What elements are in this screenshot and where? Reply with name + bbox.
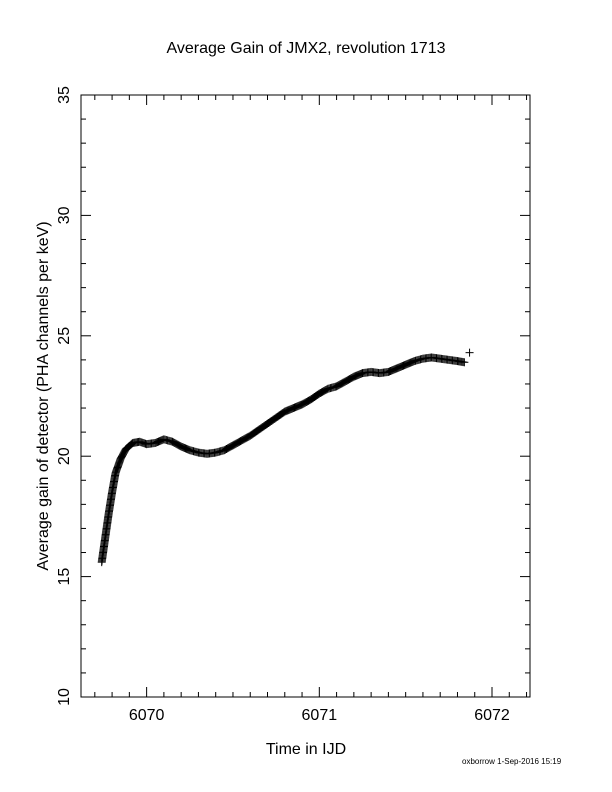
data-point: [298, 400, 307, 409]
y-tick-label: 15: [56, 568, 73, 586]
data-point: [460, 358, 469, 367]
data-point: [300, 399, 309, 408]
data-point: [236, 437, 245, 446]
data-point: [344, 375, 353, 384]
x-tick-label: 6070: [129, 707, 165, 724]
plot-frame: [80, 94, 531, 698]
data-point: [224, 443, 233, 452]
data-point: [336, 379, 345, 388]
data-point: [233, 438, 242, 447]
data-point: [118, 451, 127, 460]
data-point: [241, 434, 250, 443]
data-point: [238, 435, 247, 444]
data-point: [339, 378, 348, 387]
data-point: [333, 381, 342, 390]
x-tick-label: 6071: [302, 707, 338, 724]
footer-stamp: oxborrow 1-Sep-2016 15:19: [462, 757, 562, 766]
y-tick-label: 25: [56, 327, 73, 345]
data-point: [222, 444, 231, 453]
data-point: [225, 443, 234, 452]
data-point: [221, 445, 230, 454]
data-point: [345, 375, 354, 384]
data-point: [316, 388, 325, 397]
x-axis-ticks: 6070 6071 6072: [94, 95, 528, 724]
data-point: [119, 449, 128, 458]
data-point: [223, 444, 232, 453]
data-point: [321, 385, 330, 394]
data-point: [230, 440, 239, 449]
data-point: [117, 452, 126, 461]
y-tick-label: 10: [56, 688, 73, 706]
data-point: [231, 440, 240, 449]
data-point: [317, 388, 326, 397]
data-point: [348, 373, 357, 382]
x-axis-label: Time in IJD: [266, 741, 346, 758]
data-point: [335, 380, 344, 389]
data-point: [315, 389, 324, 398]
data-point: [169, 438, 178, 447]
data-point: [172, 440, 181, 449]
data-point: [235, 437, 244, 446]
data-point: [302, 398, 311, 407]
data-point: [119, 450, 128, 459]
data-point: [232, 439, 241, 448]
data-point: [332, 382, 341, 391]
data-point: [220, 446, 229, 455]
data-point: [171, 439, 180, 448]
data-point: [343, 376, 352, 385]
data-point: [334, 381, 343, 390]
data-point: [346, 374, 355, 383]
data-point: [239, 435, 248, 444]
data-point: [320, 386, 329, 395]
data-point: [173, 440, 182, 449]
data-point: [337, 379, 346, 388]
data-point: [234, 438, 243, 447]
data-point: [243, 433, 252, 442]
chart-title: Average Gain of JMX2, revolution 1713: [167, 40, 446, 57]
data-point: [237, 436, 246, 445]
y-axis-label: Average gain of detector (PHA channels p…: [35, 221, 52, 570]
data-point: [340, 378, 349, 387]
y-tick-label: 35: [56, 86, 73, 104]
data-point: [240, 434, 249, 443]
data-point: [227, 441, 236, 450]
data-point-last: [465, 348, 474, 357]
data-point: [318, 387, 327, 396]
data-point: [170, 438, 179, 447]
data-point: [347, 373, 356, 382]
data-point: [117, 453, 126, 462]
data-point: [228, 441, 237, 450]
y-axis-ticks: 10 15 20 25 30 35: [56, 86, 530, 706]
data-point: [301, 398, 310, 407]
x-tick-label: 6072: [474, 707, 510, 724]
data-points: [97, 348, 474, 567]
data-point: [319, 387, 328, 396]
data-point: [226, 442, 235, 451]
data-point: [116, 454, 125, 463]
data-point: [299, 399, 308, 408]
data-point: [176, 441, 185, 450]
data-point: [175, 441, 184, 450]
y-tick-label: 30: [56, 206, 73, 224]
data-point: [341, 377, 350, 386]
data-point: [168, 437, 177, 446]
data-point: [303, 397, 312, 406]
y-tick-label: 20: [56, 447, 73, 465]
data-point: [342, 376, 351, 385]
